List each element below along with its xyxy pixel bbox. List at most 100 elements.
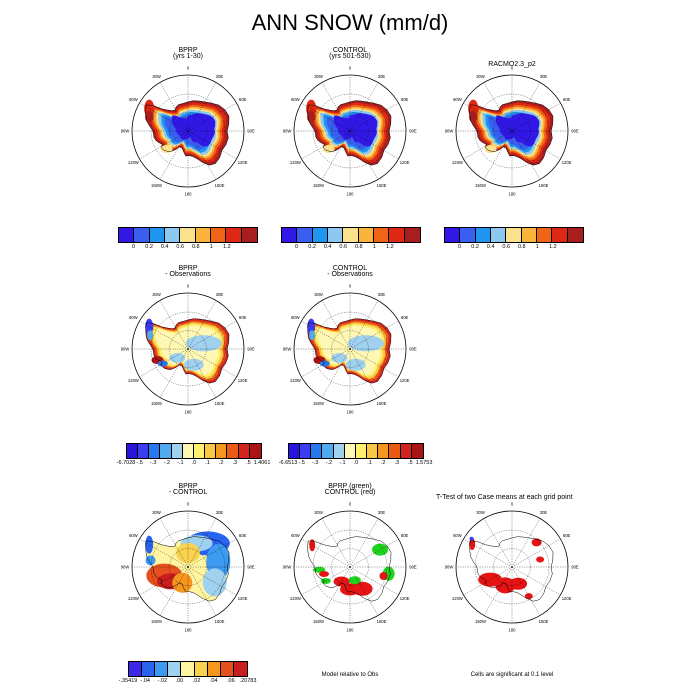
map-boundary (455, 74, 569, 188)
colorbar-swatch (149, 444, 161, 458)
colorbar-swatch (249, 444, 261, 458)
meridian-line (349, 102, 399, 132)
meridian-label: 90E (409, 565, 417, 570)
meridian-label: 0 (349, 502, 352, 507)
meridian-line (483, 518, 513, 568)
meridian-label: 120W (128, 378, 139, 383)
colorbar-tick-label: 1.2 (386, 244, 394, 250)
meridian-label: 120W (128, 596, 139, 601)
diff-west-neg (309, 330, 316, 341)
meridian-label: 90W (121, 347, 130, 352)
meridian-label: 150W (313, 183, 324, 188)
meridian-line (349, 130, 379, 180)
meridian-line (349, 566, 399, 596)
colorbar-tick-label: .0 (353, 460, 359, 466)
meridian-label: 60W (129, 97, 138, 102)
graticule (294, 511, 406, 623)
colorbar-swatch (138, 444, 150, 458)
meridian-line (159, 566, 189, 616)
map-boundary (293, 510, 407, 624)
meridian-line (187, 130, 237, 160)
meridian-line (511, 566, 541, 616)
colorbar-swatch (238, 444, 250, 458)
meridian-label: 0 (187, 284, 190, 289)
colorbar-swatch (182, 444, 194, 458)
meridian-label: 120E (238, 160, 248, 165)
dd-peninsula-neg (145, 555, 156, 566)
meridian-label: 150W (151, 183, 162, 188)
meridian-line (139, 538, 189, 568)
meridian-label: 60E (239, 533, 247, 538)
meridian-line (187, 538, 237, 568)
map-bprp-control: 0 30E 60E 90E 120E 150E 180 150W 120W 90W 60W 30W (121, 502, 255, 633)
meridian-label: 150E (215, 183, 225, 188)
red-cell (379, 572, 388, 580)
snow-interior (496, 113, 540, 147)
meridian-line (301, 566, 351, 596)
colorbar-swatch (181, 662, 195, 676)
colorbar-swatch (536, 228, 553, 242)
colorbar-swatch (490, 228, 507, 242)
meridian-label: 150E (377, 183, 387, 188)
graticule (132, 511, 244, 623)
latitude-circle (169, 330, 207, 368)
colorbar-tick-label: 0 (458, 244, 462, 250)
colorbar-control-obs (288, 443, 424, 459)
coastline (469, 100, 554, 166)
meridian-line (511, 566, 561, 596)
meridian-label: 150E (215, 401, 225, 406)
panel-subtitle: (yrs 1-30) (173, 53, 203, 60)
colorbar-tick-label: 1 (209, 244, 213, 250)
panel-bprp: BPRP (yrs 1-30) 0 30E 60E 90E 120E 150E 180 150… (118, 47, 258, 207)
graticule (456, 75, 568, 187)
colorbar-swatch (127, 444, 139, 458)
colorbar-swatch (373, 228, 390, 242)
colorbar-swatch (134, 228, 150, 242)
colorbar-swatch (220, 662, 234, 676)
diff-patch-neg (185, 335, 222, 352)
meridian-label: 0 (511, 66, 514, 71)
colorbar-tick-label: 1.2 (549, 244, 557, 250)
meridian-line (139, 566, 189, 596)
colorbar-tick-label: .3 (394, 460, 400, 466)
diff-patch-neg (331, 353, 348, 363)
colorbar-swatch (193, 444, 206, 458)
panel-bprp-obs: BPRP - Observations 0 30E 60E 90E 120E 150E 18… (118, 265, 258, 425)
colorbar-swatch (168, 662, 182, 676)
meridian-line (159, 130, 189, 180)
colorbar-swatch (389, 228, 405, 242)
meridian-label: 150W (313, 401, 324, 406)
meridian-line (187, 566, 217, 616)
meridian-line (301, 538, 351, 568)
meridian-label: 150E (377, 619, 387, 624)
colorbar-tick-label: 0.8 (354, 244, 363, 250)
meridian-label: 180 (347, 628, 355, 633)
meridian-label: 90W (283, 565, 292, 570)
panel-model-rel-obs: BPRP (green) CONTROL (red) 0 30E 60E 90E 120… (280, 483, 420, 643)
panel-subtitle: - Observations (327, 271, 373, 278)
latitude-circle (312, 311, 388, 387)
colorbar-tick-label: 0.2 (308, 244, 316, 250)
meridian-line (159, 82, 189, 132)
meridian-line (349, 130, 399, 160)
meridian-line (187, 566, 237, 596)
meridian-label: 30E (540, 510, 548, 515)
colorbar-swatch (400, 444, 412, 458)
colorbar-tick-label: 0.2 (471, 244, 479, 250)
map-boundary (131, 74, 245, 188)
colorbar-tick-label: .00 (175, 678, 184, 684)
meridian-label: 90E (247, 129, 255, 134)
colorbar-swatch (333, 444, 345, 458)
meridian-line (159, 300, 189, 350)
panel-control: CONTROL (yrs 501-530) 0 30E 60E 90E 120E 150E… (280, 47, 420, 207)
colorbar-tick-label: 1.4061 (253, 460, 271, 466)
green-cell (348, 576, 361, 585)
latitude-circle (312, 529, 388, 605)
colorbar-tick-label: -6.7028 (116, 460, 136, 466)
colorbar-tick-label: 1 (535, 244, 539, 250)
map-ttest: 0 30E 60E 90E 120E 150E 180 150W 120W 90W 60W 30W (445, 502, 579, 633)
meridian-line (187, 320, 237, 350)
meridian-label: 30E (378, 510, 386, 515)
meridian-line (187, 300, 217, 350)
colorbar-tick-label: 0.6 (176, 244, 185, 250)
